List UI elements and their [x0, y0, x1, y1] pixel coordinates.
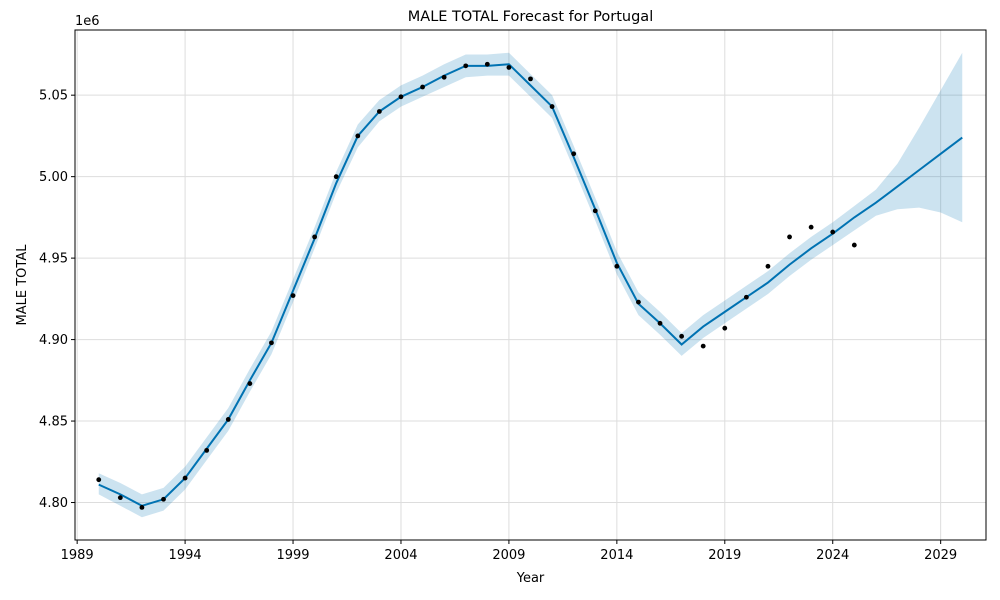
actual-data-point	[679, 333, 685, 339]
forecast-line-layer	[98, 63, 963, 507]
actual-data-point	[441, 74, 447, 80]
y-tick-label: 4.85	[39, 415, 68, 430]
actual-data-point	[528, 76, 533, 82]
actual-data-point	[355, 133, 361, 139]
y-tick-label: 4.95	[39, 252, 68, 267]
actual-data-point	[484, 61, 490, 67]
y-tick-label: 4.80	[39, 496, 68, 511]
y-tick-label: 4.90	[39, 333, 68, 348]
x-axis-label: Year	[516, 571, 545, 586]
actual-data-point	[657, 320, 663, 326]
actual-data-point	[312, 234, 318, 240]
actual-data-point	[851, 242, 857, 248]
plot-frame	[74, 29, 987, 541]
y-axis-offset-label: 1e6	[75, 14, 100, 29]
actual-data-point	[636, 299, 641, 305]
actual-data-point	[204, 447, 210, 453]
actual-data-point	[787, 234, 792, 240]
x-tick-label: 2024	[816, 548, 849, 563]
actual-data-point	[830, 229, 836, 235]
actual-data-point	[808, 224, 814, 230]
y-axis-label: MALE TOTAL	[15, 244, 30, 326]
actual-data-point	[376, 109, 382, 114]
confidence-band-layer	[98, 52, 963, 518]
x-tick-label: 2014	[600, 548, 633, 563]
y-axis-ticks: 4.80 4.85 4.90 4.95 5.00 5.05	[39, 89, 75, 511]
actual-points-layer	[96, 61, 857, 510]
actual-data-point	[765, 263, 771, 269]
actual-data-point	[614, 263, 620, 269]
actual-data-point	[700, 343, 706, 349]
x-tick-label: 2019	[708, 548, 741, 563]
actual-data-point	[743, 294, 749, 300]
x-axis-ticks: 1989 1994 1999 2004 2009 2014 2019 2024 2029	[61, 540, 957, 563]
y-tick-label: 5.00	[39, 170, 68, 185]
actual-data-point	[398, 94, 404, 100]
actual-data-point	[161, 496, 166, 502]
x-tick-label: 1999	[276, 548, 309, 563]
x-tick-label: 1994	[169, 548, 202, 563]
actual-data-point	[420, 84, 425, 90]
actual-data-point	[549, 104, 555, 109]
actual-data-point	[117, 495, 123, 501]
actual-data-point	[182, 475, 188, 481]
actual-data-point	[571, 151, 577, 157]
x-tick-label: 1989	[61, 548, 94, 563]
actual-data-point	[333, 174, 339, 180]
grid	[75, 30, 986, 540]
actual-data-point	[506, 65, 512, 70]
forecast-line	[98, 63, 963, 507]
actual-data-point	[592, 208, 598, 214]
actual-data-point	[722, 325, 728, 331]
x-tick-label: 2009	[492, 548, 525, 563]
actual-data-point	[96, 477, 102, 483]
actual-data-point	[269, 340, 274, 346]
chart-title: MALE TOTAL Forecast for Portugal	[408, 9, 653, 25]
confidence-band	[98, 52, 963, 518]
actual-data-point	[225, 417, 231, 422]
y-tick-label: 5.05	[39, 89, 68, 104]
x-tick-label: 2004	[384, 548, 417, 563]
actual-data-point	[139, 505, 145, 510]
x-tick-label: 2029	[924, 548, 957, 563]
actual-data-point	[290, 293, 296, 298]
actual-data-point	[247, 381, 253, 386]
actual-data-point	[463, 63, 469, 69]
